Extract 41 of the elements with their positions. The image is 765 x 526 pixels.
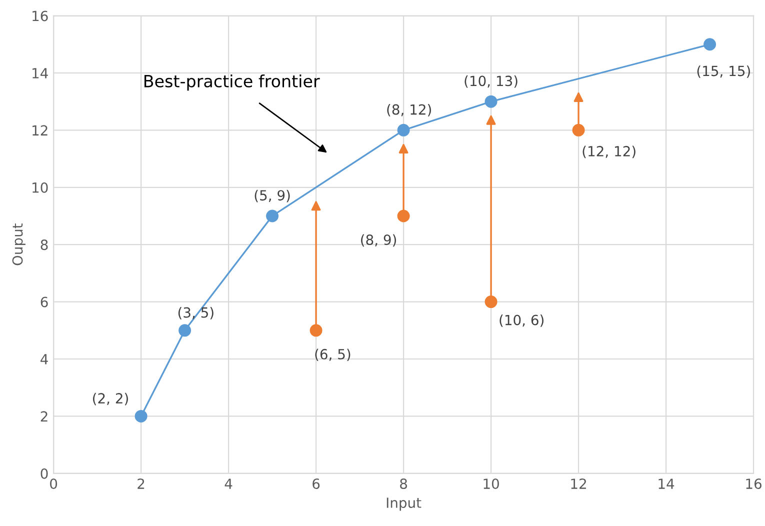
y-tick-label: 14 bbox=[32, 68, 48, 78]
x-tick-label: 6 bbox=[312, 478, 320, 490]
data-label: (3, 5) bbox=[178, 307, 214, 320]
point bbox=[397, 124, 410, 136]
point bbox=[704, 38, 716, 51]
x-tick-label: 2 bbox=[138, 478, 144, 489]
x-tick-label: 0 bbox=[50, 478, 58, 490]
y-tick-label: 6 bbox=[40, 296, 48, 308]
y-tick-label: 2 bbox=[40, 411, 48, 422]
point bbox=[266, 210, 279, 222]
data-label: (2, 2) bbox=[93, 392, 128, 406]
y-tick-label: 10 bbox=[32, 182, 48, 193]
point bbox=[134, 410, 148, 422]
annotation: Best-practice frontier bbox=[144, 74, 320, 91]
data-label: (15, 15) bbox=[697, 65, 750, 78]
y-tick-label: 12 bbox=[32, 125, 48, 136]
data-label: (8, 9) bbox=[361, 234, 396, 247]
x-tick-label: 14 bbox=[658, 478, 674, 489]
y-tick-label: 8 bbox=[40, 240, 48, 250]
x-tick-label: 4 bbox=[224, 478, 232, 489]
y-tick-label: 16 bbox=[32, 10, 48, 22]
data-label: (6, 5) bbox=[315, 348, 350, 362]
x-tick-label: 8 bbox=[400, 478, 408, 490]
x-axis-title: Input bbox=[386, 498, 422, 511]
point bbox=[484, 296, 498, 308]
data-label: (5, 9) bbox=[254, 190, 290, 202]
point bbox=[397, 210, 410, 222]
data-label: (12, 12) bbox=[582, 146, 636, 158]
y-tick-label: 0 bbox=[40, 468, 48, 479]
y-axis-title: Ouput bbox=[12, 224, 26, 266]
data-label: (8, 12) bbox=[387, 104, 431, 116]
point bbox=[178, 324, 192, 337]
data-label: (10, 6) bbox=[500, 314, 544, 327]
x-tick-label: 10 bbox=[484, 478, 499, 490]
point bbox=[572, 124, 585, 136]
x-tick-label: 16 bbox=[746, 478, 762, 490]
y-tick-label: 4 bbox=[40, 354, 48, 364]
point bbox=[484, 95, 498, 108]
point bbox=[310, 324, 322, 337]
data-label: (10, 13) bbox=[464, 75, 518, 88]
x-tick-label: 12 bbox=[571, 478, 586, 489]
